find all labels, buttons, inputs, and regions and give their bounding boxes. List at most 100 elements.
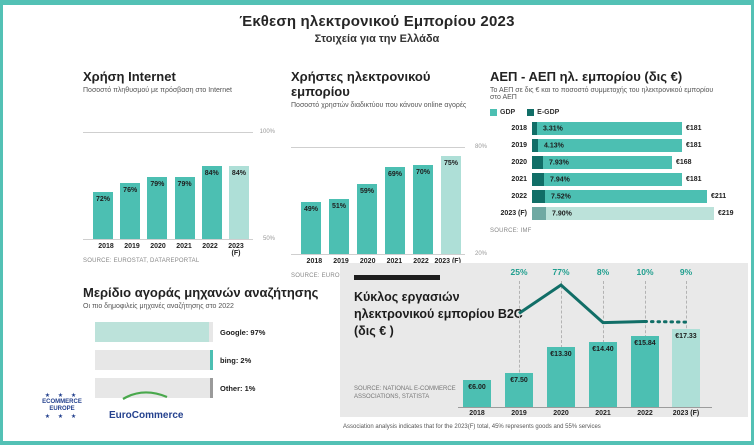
x-axis-label: 2020 [553, 410, 569, 417]
bar-2023 (F) [672, 329, 700, 407]
chart-search-share: Μερίδιο αγοράς μηχανών αναζήτησης Οι πιο… [83, 285, 343, 410]
legend-item-egdp: E-GDP [527, 109, 559, 116]
egdp-percent-label: 7.93% [549, 159, 569, 166]
page-subtitle: Στοιχεία για την Ελλάδα [314, 33, 440, 45]
plot-area: 80% 20% 49% 51% 59% 69% 70% 75% 2018 2019 2020 2… [291, 119, 487, 265]
bars: 49% 51% 59% 69% 70% 75% [301, 147, 461, 254]
dashed-gridline [561, 281, 562, 407]
egdp-percent-label: 7.52% [551, 193, 571, 200]
bar-column: 49% [301, 147, 321, 254]
share-label: Other: 1% [220, 383, 256, 393]
ecommerce-europe-label: ECOMMERCE EUROPE [29, 399, 95, 413]
bar-value-label: €17.33 [675, 333, 697, 340]
x-axis-label: 2020 [150, 243, 166, 250]
share-bar [95, 322, 213, 342]
row-year-label: 2020 [511, 159, 527, 166]
logo-text-line: ECOMMERCE [42, 399, 82, 405]
chart-title: Μερίδιο αγοράς μηχανών αναζήτησης [83, 285, 319, 300]
gdp-row-2020: 2020 7.93% €168 [490, 156, 748, 169]
egdp-segment [532, 173, 544, 186]
gdp-row-2018: 2018 3.31% €181 [490, 122, 748, 135]
egdp-percent-label: 4.13% [544, 142, 564, 149]
bar-2021: 79% [174, 177, 195, 239]
bar-2022 [631, 336, 659, 407]
egdp-segment [532, 156, 543, 169]
chart-title: Χρήση Internet [83, 69, 176, 84]
gdp-row-2019: 2019 4.13% €181 [490, 139, 748, 152]
title-line: (δις € ) [354, 324, 394, 338]
accent-bar [354, 275, 440, 280]
x-axis-label: 2018 [469, 410, 485, 417]
egdp-segment [532, 190, 545, 203]
bar-value-label: €7.50 [510, 377, 528, 384]
chart-gdp-egdp: ΑΕΠ - ΑΕΠ ηλ. εμπορίου (δις €) Το ΑΕΠ σε… [490, 69, 748, 249]
bar-column: 69% [385, 147, 405, 254]
egdp-segment [532, 207, 546, 220]
footer-logos: ★ ★ ★ ECOMMERCE EUROPE ★ ★ ★ EuroCommerc… [29, 391, 195, 421]
gdp-swatch-icon [490, 109, 497, 116]
gridline-top [83, 132, 253, 133]
chart-title: ΑΕΠ - ΑΕΠ ηλ. εμπορίου (δις €) [490, 69, 683, 84]
gdp-value-label: €219 [718, 210, 734, 217]
bar-value-label: €13.30 [550, 351, 572, 358]
gdp-bar: 4.13% [532, 139, 682, 152]
chart-title: Χρήστες ηλεκτρονικού εμπορίου [291, 69, 431, 99]
bar-2018 [463, 380, 491, 407]
title-line: Κύκλος εργασιών [354, 290, 460, 304]
bar-value-label: €15.84 [634, 340, 656, 347]
legend: GDP E-GDP [490, 109, 748, 116]
row-year-label: 2022 [511, 193, 527, 200]
gdp-value-label: €211 [711, 193, 727, 200]
bar-value-label: 51% [331, 203, 346, 210]
gdp-bar: 7.93% [532, 156, 672, 169]
x-axis-label: 2019 [333, 258, 349, 265]
eurocommerce-label: EuroCommerce [109, 410, 184, 421]
bar-column: 79% [147, 132, 168, 239]
chart-subtitle: Ποσοστό χρηστών διαδικτύου που κάνουν on… [291, 102, 467, 109]
search-row-google: Google: 97% [95, 322, 343, 342]
page-title: Έκθεση ηλεκτρονικού Εμπορίου 2023 [239, 13, 515, 30]
bars: 2018 3.31% €181 2019 4.13% €181 2020 7.93% €168 2… [490, 122, 748, 220]
bar-value-label: 84% [204, 170, 219, 177]
gdp-value-label: €168 [676, 159, 692, 166]
logo-text-line: EUROPE [49, 406, 75, 412]
x-axis: 2018 2019 2020 2021 2022 2023 (F) [301, 258, 461, 265]
x-axis-label: 2022 [202, 243, 218, 250]
gdp-bar: 3.31% [532, 122, 682, 135]
chart-subtitle: Οι πιο δημοφιλείς μηχανές αναζήτησης στο… [83, 303, 234, 310]
gdp-bar: 7.90% [532, 207, 714, 220]
x-axis-label: 2020 [359, 258, 376, 265]
search-row-bing: bing: 2% [95, 350, 343, 370]
gdp-bar: 7.52% [532, 190, 707, 203]
footnote: Association analysis indicates that for … [343, 424, 601, 430]
bar-2023 (F): 84% [228, 166, 249, 239]
share-fill [210, 378, 213, 398]
bar-column: 59% [357, 147, 377, 254]
source-line: SOURCE: NATIONAL E-COMMERCE [354, 386, 456, 392]
gdp-row-2022: 2022 7.52% €211 [490, 190, 748, 203]
x-axis-label: 2023 (F) [434, 258, 461, 265]
gdp-segment: 7.52% [545, 190, 707, 203]
gdp-segment: 3.31% [537, 122, 682, 135]
egdp-percent-label: 7.90% [552, 210, 572, 217]
egdp-percent-label: 3.31% [543, 125, 563, 132]
gridline-top [291, 147, 465, 148]
row-year-label: 2023 (F) [500, 210, 527, 217]
dashed-gridline [519, 281, 520, 407]
bar-value-label: 59% [359, 188, 374, 195]
bar-column: 84% [201, 132, 222, 239]
gdp-row-2021: 2021 7.94% €181 [490, 173, 748, 186]
bar-value-label: 79% [177, 181, 192, 188]
chart-source: SOURCE: NATIONAL E-COMMERCE ASSOCIATIONS… [354, 385, 456, 401]
share-fill [210, 350, 213, 370]
growth-percent-label: 10% [636, 267, 654, 277]
egdp-segment [532, 139, 538, 152]
egdp-percent-label: 7.94% [550, 176, 570, 183]
bar-column: 76% [120, 132, 141, 239]
bar-2021: 69% [385, 167, 405, 254]
growth-percent-label: 77% [552, 267, 570, 277]
eu-stars-icon: ★ ★ ★ [44, 414, 80, 420]
gridline-bottom [83, 239, 253, 240]
bar-value-label: 69% [387, 171, 402, 178]
source-line: ASSOCIATIONS, STATISTA [354, 394, 430, 400]
